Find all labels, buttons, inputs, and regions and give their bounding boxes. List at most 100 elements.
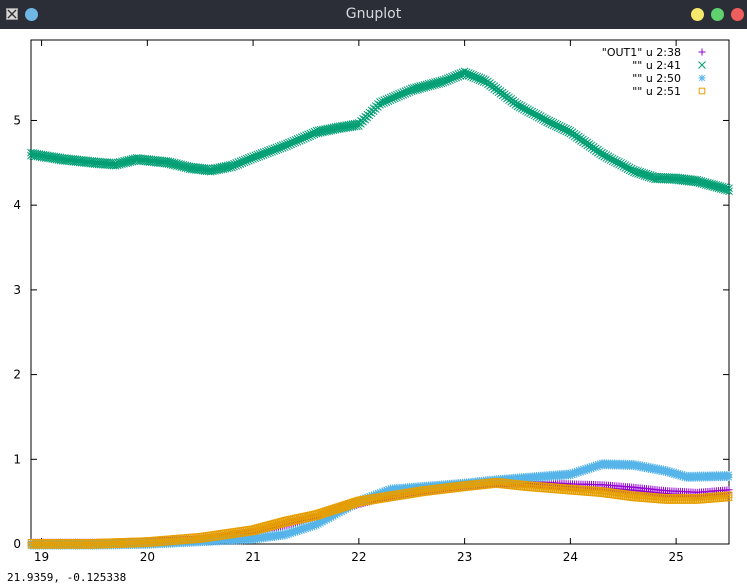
square-marker	[325, 509, 333, 516]
cross-marker	[623, 162, 632, 171]
plot-canvas[interactable]: 19 20 21 22 23 24 25 0 1 2 3 4 5 "OUT1" u 2:38 "" u 2…	[0, 29, 747, 585]
cross-marker	[604, 152, 613, 160]
asterisk-marker	[588, 465, 596, 473]
series-3	[27, 478, 733, 549]
asterisk-marker	[321, 517, 329, 525]
asterisk-marker	[590, 464, 598, 472]
asterisk-marker	[287, 530, 295, 538]
asterisk-marker	[581, 467, 589, 475]
square-marker	[323, 509, 331, 517]
series-2	[27, 459, 733, 550]
window-menu-icon[interactable]	[25, 8, 38, 21]
cross-marker	[524, 105, 532, 114]
cross-marker	[526, 106, 535, 115]
square-marker	[349, 501, 356, 509]
square-marker	[332, 507, 339, 514]
cross-marker	[560, 123, 568, 132]
asterisk-marker	[300, 526, 308, 534]
asterisk-marker	[306, 524, 314, 532]
square-marker	[258, 526, 265, 533]
window-titlebar[interactable]: Gnuplot	[0, 0, 747, 29]
x-tick-label: 24	[563, 550, 578, 564]
cross-marker	[532, 109, 541, 118]
square-marker	[266, 523, 274, 531]
asterisk-marker	[289, 529, 297, 537]
window-title: Gnuplot	[345, 6, 402, 22]
close-button[interactable]	[731, 8, 744, 21]
y-tick-label: 1	[13, 452, 21, 466]
square-marker	[275, 521, 282, 529]
square-marker	[317, 511, 325, 519]
asterisk-marker	[296, 527, 304, 535]
square-marker	[254, 527, 261, 534]
cross-marker	[613, 156, 621, 165]
square-marker	[342, 503, 350, 511]
cross-marker	[615, 157, 623, 166]
cross-marker	[610, 155, 619, 164]
asterisk-marker	[304, 525, 312, 533]
square-marker	[262, 525, 270, 532]
cross-marker	[479, 75, 488, 83]
cross-marker	[530, 108, 539, 117]
asterisk-marker	[332, 512, 340, 520]
cross-marker	[543, 115, 551, 124]
cross-marker	[608, 154, 617, 163]
asterisk-marker	[376, 491, 384, 499]
square-marker	[344, 503, 352, 510]
square-marker	[251, 527, 259, 535]
minimize-button[interactable]	[691, 8, 704, 21]
legend-marker	[698, 87, 706, 95]
square-marker	[277, 521, 284, 528]
cross-marker	[621, 161, 630, 169]
square-marker	[315, 512, 322, 520]
y-tick-label: 5	[13, 113, 21, 127]
asterisk-marker	[579, 468, 587, 476]
square-marker	[330, 507, 337, 515]
square-marker	[249, 528, 257, 536]
square-marker	[725, 494, 733, 502]
cross-marker	[352, 122, 361, 131]
legend-label: "OUT1" u 2:38	[602, 46, 681, 59]
asterisk-marker	[319, 518, 327, 526]
legend-marker	[698, 61, 706, 69]
legend-label: "" u 2:51	[632, 85, 681, 98]
maximize-button[interactable]	[711, 8, 724, 21]
square-marker	[313, 513, 320, 520]
asterisk-marker	[577, 468, 585, 476]
asterisk-marker	[310, 523, 318, 531]
asterisk-marker	[592, 464, 600, 472]
asterisk-marker	[281, 532, 289, 540]
asterisk-marker	[573, 470, 581, 478]
asterisk-marker	[327, 514, 335, 522]
square-marker	[279, 520, 287, 528]
legend-marker	[698, 48, 706, 56]
cross-marker	[534, 110, 543, 119]
asterisk-marker	[361, 497, 369, 505]
cross-marker	[547, 117, 556, 126]
legend: "OUT1" u 2:38"" u 2:41"" u 2:50"" u 2:51	[602, 46, 706, 98]
asterisk-marker	[725, 474, 733, 482]
asterisk-marker	[325, 515, 333, 523]
asterisk-marker	[334, 510, 342, 518]
asterisk-marker	[313, 522, 321, 530]
square-marker	[256, 526, 263, 534]
cross-marker	[617, 158, 625, 167]
cross-marker	[725, 184, 733, 193]
y-tick-label: 2	[13, 368, 21, 382]
x-tick-label: 20	[140, 550, 155, 564]
asterisk-marker	[571, 470, 579, 478]
square-marker	[340, 504, 348, 511]
asterisk-marker	[329, 513, 337, 521]
square-marker	[264, 524, 272, 532]
y-tick-label: 3	[13, 283, 21, 297]
cross-marker	[549, 118, 558, 127]
asterisk-marker	[285, 531, 293, 539]
cross-marker	[553, 120, 562, 129]
legend-label: "" u 2:50	[632, 72, 681, 85]
series-1	[27, 67, 733, 196]
square-marker	[334, 506, 341, 514]
mouse-coordinates-readout: 21.9359, -0.125338	[7, 571, 127, 584]
cross-marker	[541, 114, 549, 123]
cross-marker	[562, 124, 570, 133]
